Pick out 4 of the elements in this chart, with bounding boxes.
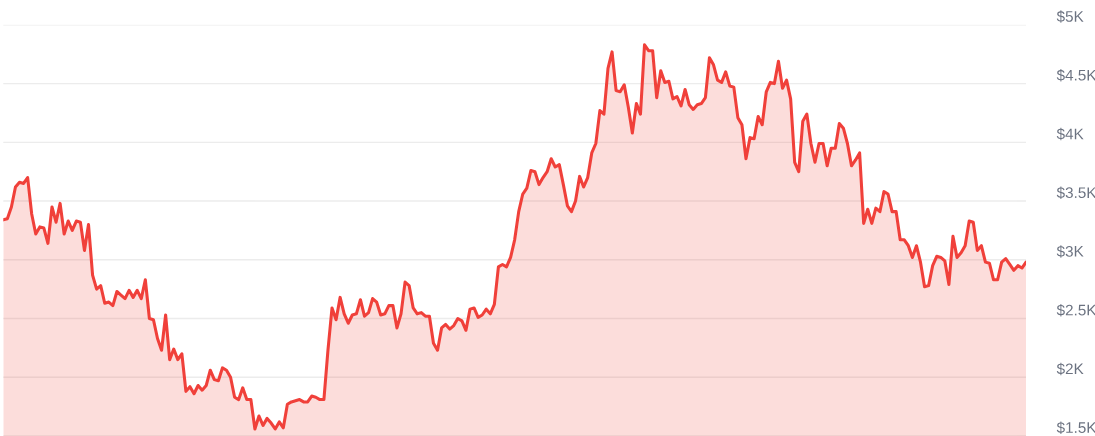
y-tick-label: $4K bbox=[1056, 127, 1084, 141]
y-tick-label: $5K bbox=[1056, 10, 1084, 23]
y-tick-label: $2K bbox=[1056, 362, 1084, 376]
y-tick-label: $3K bbox=[1056, 245, 1084, 258]
